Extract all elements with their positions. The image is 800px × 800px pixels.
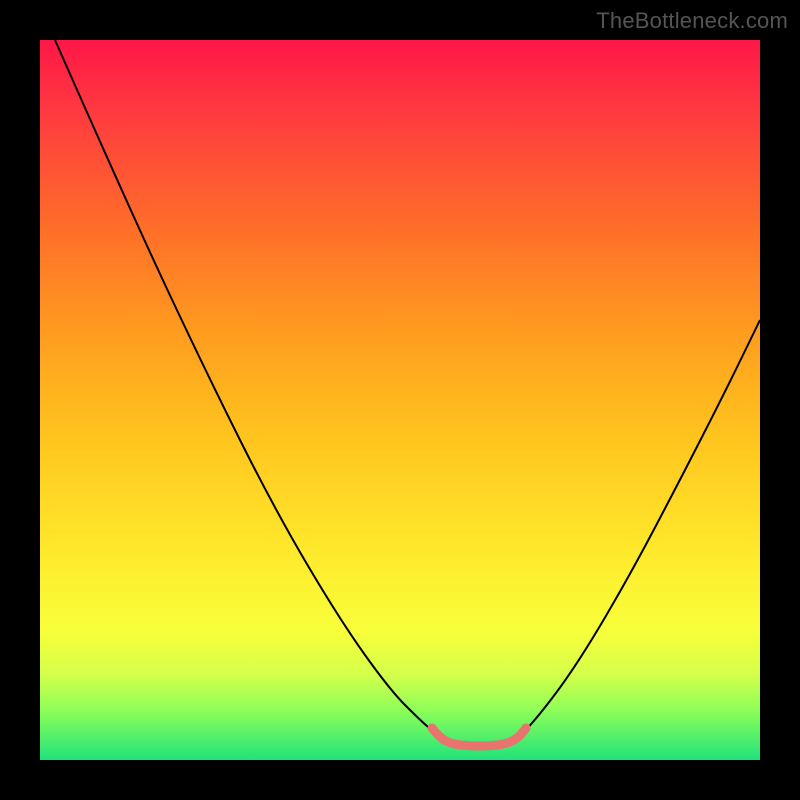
right-curve xyxy=(523,320,760,733)
left-curve xyxy=(55,40,435,733)
watermark-text: TheBottleneck.com xyxy=(596,8,788,34)
chart-frame: TheBottleneck.com xyxy=(0,0,800,800)
curve-layer xyxy=(40,40,760,760)
plot-area xyxy=(40,40,760,760)
valley-highlight xyxy=(432,728,526,746)
